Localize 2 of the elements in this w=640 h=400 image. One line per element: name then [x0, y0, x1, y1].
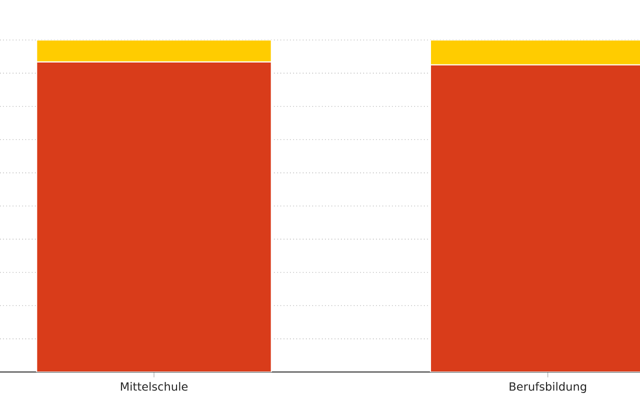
x-tick-label: Berufsbildung	[510, 382, 586, 393]
x-tick-label: Mittelschule	[120, 382, 188, 391]
